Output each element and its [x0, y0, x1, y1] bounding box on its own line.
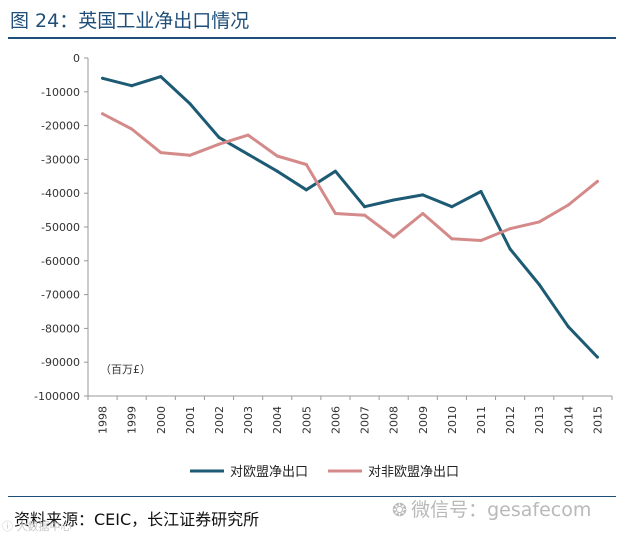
data-point — [275, 169, 279, 173]
y-tick-label: -40000 — [41, 187, 80, 200]
data-point — [363, 205, 367, 209]
x-tick-label: 2008 — [388, 406, 401, 434]
unit-label: （百万£） — [100, 363, 151, 376]
y-tick-label: -100000 — [34, 390, 80, 403]
data-point — [304, 162, 308, 166]
y-tick-label: -30000 — [41, 153, 80, 166]
data-point — [217, 135, 221, 139]
chart-axes — [87, 58, 612, 397]
y-axis-ticks: 0 -10000 -20000 -30000 -40000 -50000 -60000 -70… — [34, 52, 88, 403]
series-line-2 — [101, 112, 599, 242]
data-point — [508, 247, 512, 251]
x-tick-label: 2009 — [417, 406, 430, 434]
data-point — [217, 142, 221, 146]
wechat-id: 微信号：gesafecom — [411, 499, 592, 521]
data-point — [537, 220, 541, 224]
chart-legend: 对欧盟净出口 对非欧盟净出口 — [190, 465, 459, 480]
y-tick-label: -50000 — [41, 221, 80, 234]
data-point — [101, 112, 105, 116]
x-tick-label: 2004 — [271, 406, 284, 434]
source-note: 资料来源：CEIC，长江证券研究所 — [14, 510, 260, 529]
data-point — [363, 213, 367, 217]
data-point — [130, 84, 134, 88]
data-point — [595, 355, 599, 359]
y-tick-label: 0 — [73, 52, 80, 65]
x-tick-label: 2000 — [155, 406, 168, 434]
data-point — [566, 203, 570, 207]
source-divider — [8, 496, 616, 497]
x-tick-label: 2015 — [591, 406, 604, 434]
data-point — [246, 152, 250, 156]
data-point — [188, 153, 192, 157]
wechat-icon: ❂ — [392, 500, 408, 521]
y-tick-label: -80000 — [41, 322, 80, 335]
x-tick-label: 1998 — [97, 406, 110, 434]
x-axis-ticks: 1998 1999 2000 2001 2002 2003 2004 2005 2006 2007… — [87, 396, 613, 434]
wechat-watermark: ❂ 微信号：gesafecom — [392, 495, 591, 522]
x-tick-label: 2005 — [300, 406, 313, 434]
y-tick-label: -90000 — [41, 356, 80, 369]
x-tick-label: 2002 — [213, 406, 226, 434]
data-point — [479, 190, 483, 194]
data-point — [479, 239, 483, 243]
data-point — [275, 154, 279, 158]
data-point — [595, 179, 599, 183]
legend-label: 对欧盟净出口 — [230, 465, 308, 480]
x-tick-label: 2010 — [446, 406, 459, 434]
data-point — [333, 211, 337, 215]
data-point — [450, 205, 454, 209]
y-tick-label: -60000 — [41, 255, 80, 268]
data-point — [130, 127, 134, 131]
net-exports-chart: 0 -10000 -20000 -30000 -40000 -50000 -60000 -70… — [34, 52, 613, 480]
x-tick-label: 2001 — [184, 406, 197, 434]
x-tick-label: 2007 — [359, 406, 372, 434]
data-point — [159, 75, 163, 79]
x-tick-label: 2013 — [533, 406, 546, 434]
page-title: 图 24：英国工业净出口情况 — [10, 10, 250, 32]
x-tick-label: 2014 — [562, 406, 575, 434]
x-tick-label: 2012 — [504, 406, 517, 434]
y-tick-label: -20000 — [41, 120, 80, 133]
data-point — [450, 237, 454, 241]
data-point — [188, 102, 192, 106]
data-point — [333, 169, 337, 173]
data-point — [566, 325, 570, 329]
data-point — [246, 133, 250, 137]
legend-label: 对非欧盟净出口 — [368, 465, 459, 480]
title-divider — [8, 37, 616, 39]
data-point — [421, 211, 425, 215]
x-tick-label: 2011 — [475, 406, 488, 434]
x-tick-label: 2006 — [329, 406, 342, 434]
corner-watermark: ⓘ 大数据中心 — [2, 520, 72, 533]
y-tick-label: -10000 — [41, 86, 80, 99]
chart-series — [101, 75, 599, 359]
data-point — [421, 193, 425, 197]
series-line-1 — [101, 75, 599, 359]
data-point — [537, 282, 541, 286]
x-tick-label: 1999 — [126, 406, 139, 434]
data-point — [508, 227, 512, 231]
data-point — [392, 235, 396, 239]
data-point — [304, 188, 308, 192]
data-point — [392, 198, 396, 202]
data-point — [159, 151, 163, 155]
x-tick-label: 2003 — [242, 406, 255, 434]
data-point — [101, 76, 105, 80]
y-tick-label: -70000 — [41, 289, 80, 302]
